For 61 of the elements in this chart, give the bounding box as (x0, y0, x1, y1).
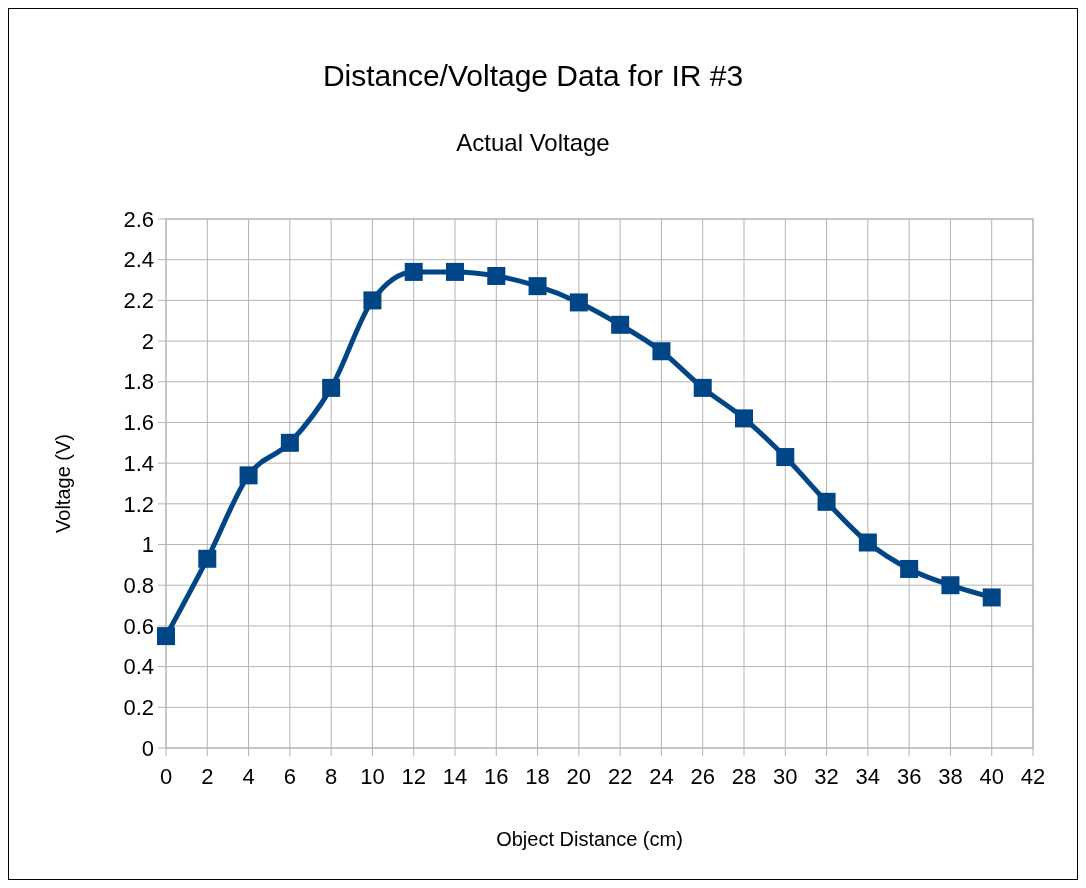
point (487, 266, 506, 285)
x-tick-label: 16 (484, 764, 509, 789)
x-tick-label: 2 (201, 764, 214, 789)
x-tick-label: 32 (814, 764, 839, 789)
y-tick-label: 2 (141, 328, 154, 354)
x-tick-label: 36 (896, 764, 922, 789)
x-tick-label: 42 (1020, 764, 1046, 789)
x-tick-label: 26 (690, 764, 715, 789)
y-tick-label: 0.4 (123, 654, 154, 680)
point (776, 448, 795, 467)
point (322, 378, 341, 397)
x-tick-label: 24 (649, 764, 674, 789)
y-tick-label: 1.2 (123, 491, 154, 517)
x-tick-label: 6 (283, 764, 296, 789)
x-tick-label: 22 (607, 764, 633, 789)
point (652, 342, 671, 361)
point (198, 549, 217, 568)
y-tick-label: 0.8 (123, 572, 154, 598)
y-tick-label: 0.2 (123, 695, 154, 721)
x-tick-label: 8 (325, 764, 338, 789)
point (363, 291, 382, 310)
x-tick-label: 0 (159, 764, 173, 789)
y-tick-label: 0 (141, 735, 154, 761)
x-tick-label: 40 (979, 764, 1004, 789)
point (735, 409, 753, 428)
point (404, 262, 423, 281)
point (611, 315, 630, 334)
x-tick-label: 18 (525, 764, 550, 789)
point (858, 533, 877, 552)
chart-subtitle: Actual Voltage (456, 129, 610, 156)
x-tick-label: 12 (401, 764, 426, 789)
x-tick-label: 30 (773, 764, 798, 789)
point (900, 559, 919, 578)
x-tick-label: 34 (855, 764, 881, 789)
x-tick-label: 4 (242, 764, 255, 789)
point (817, 492, 836, 511)
point (569, 293, 588, 312)
point (693, 378, 712, 397)
point (941, 576, 960, 595)
point (157, 627, 175, 646)
x-tick-label: 20 (566, 764, 592, 789)
point (280, 433, 299, 452)
y-tick-label: 2.4 (123, 247, 154, 273)
y-tick-label: 1.8 (123, 369, 154, 395)
point (982, 588, 1001, 607)
x-tick-label: 10 (360, 764, 385, 789)
y-tick-label: 1.6 (123, 410, 154, 436)
y-tick-label: 1.4 (123, 450, 154, 476)
y-tick-label: 2.2 (123, 288, 154, 314)
x-axis-title: Object Distance (cm) (496, 828, 683, 850)
x-tick-label: 38 (938, 764, 963, 789)
chart-title: Distance/Voltage Data for IR #3 (322, 59, 744, 92)
point (528, 277, 547, 296)
point (239, 466, 258, 485)
y-axis-title: Voltage (V) (52, 434, 74, 533)
x-tick-label: 14 (442, 764, 468, 789)
point (446, 262, 464, 281)
y-tick-label: 0.6 (123, 613, 154, 639)
x-tick-label: 28 (731, 764, 757, 789)
y-tick-label: 1 (141, 532, 154, 558)
y-tick-label: 2.6 (123, 206, 154, 232)
